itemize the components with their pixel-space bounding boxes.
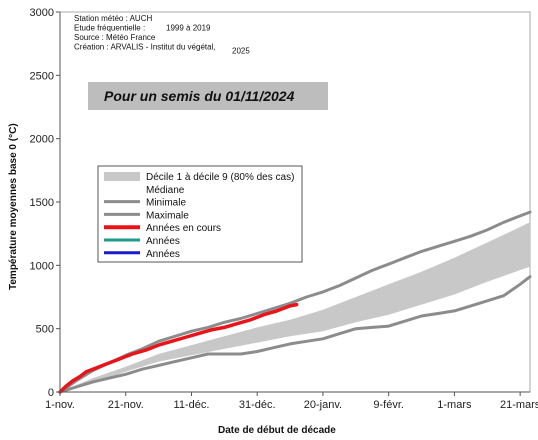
y-tick-label: 3000 [30, 7, 54, 19]
y-tick-label: 1000 [30, 260, 54, 272]
y-tick-label: 2500 [30, 70, 54, 82]
legend-label: Années en cours [146, 223, 221, 234]
series-layer [58, 210, 532, 394]
x-tick-label: 1-nov. [45, 399, 75, 411]
info-line: Station météo : AUCH [74, 14, 152, 23]
x-tick-label: 21-nov. [108, 399, 144, 411]
legend-label: Années [146, 249, 180, 260]
banner: Pour un semis du 01/11/2024 [88, 82, 328, 110]
banner-text: Pour un semis du 01/11/2024 [104, 88, 295, 104]
legend-label: Maximale [146, 210, 189, 221]
x-tick-label: 20-janv. [304, 399, 342, 411]
info-line-value: 2025 [232, 47, 250, 56]
series-band-decile [60, 222, 530, 392]
series-line-2 [58, 210, 532, 394]
banner-box [88, 82, 328, 110]
y-tick-label: 2000 [30, 134, 54, 146]
series-line-1 [58, 275, 532, 394]
legend-label: Décile 1 à décile 9 (80% des cas) [146, 172, 294, 183]
legend: Décile 1 à décile 9 (80% des cas) Médiane… [97, 165, 303, 263]
legend-label: Médiane [146, 185, 185, 196]
y-tick-label: 500 [36, 324, 54, 336]
info-line: Création : ARVALIS - Institut du végétal… [74, 43, 216, 52]
axes-layer: 0 500 1000 1500 2000 2500 3000 1-nov. 21-nov. 11-… [30, 7, 538, 411]
x-tick-label: 21-mars [500, 399, 538, 411]
info-line: Source : Météo France [74, 33, 156, 42]
legend-label: Années [146, 236, 180, 247]
legend-label: Minimale [146, 198, 186, 209]
x-axis-title: Date de début de décade [218, 425, 336, 436]
y-tick-label: 0 [48, 387, 54, 399]
x-tick-label: 31-déc. [239, 399, 276, 411]
series-line-3 [58, 302, 299, 394]
x-tick-label: 11-déc. [174, 399, 210, 411]
x-tick-label: 9-févr. [373, 399, 404, 411]
x-tick-label: 1-mars [437, 399, 472, 411]
legend-swatch [104, 172, 140, 181]
info-line-value: 1999 à 2019 [166, 24, 211, 33]
info-line: Etude fréquentielle : [74, 24, 145, 33]
y-axis-title: Température moyennes base 0 (°C) [8, 123, 19, 290]
y-tick-label: 1500 [30, 197, 54, 209]
